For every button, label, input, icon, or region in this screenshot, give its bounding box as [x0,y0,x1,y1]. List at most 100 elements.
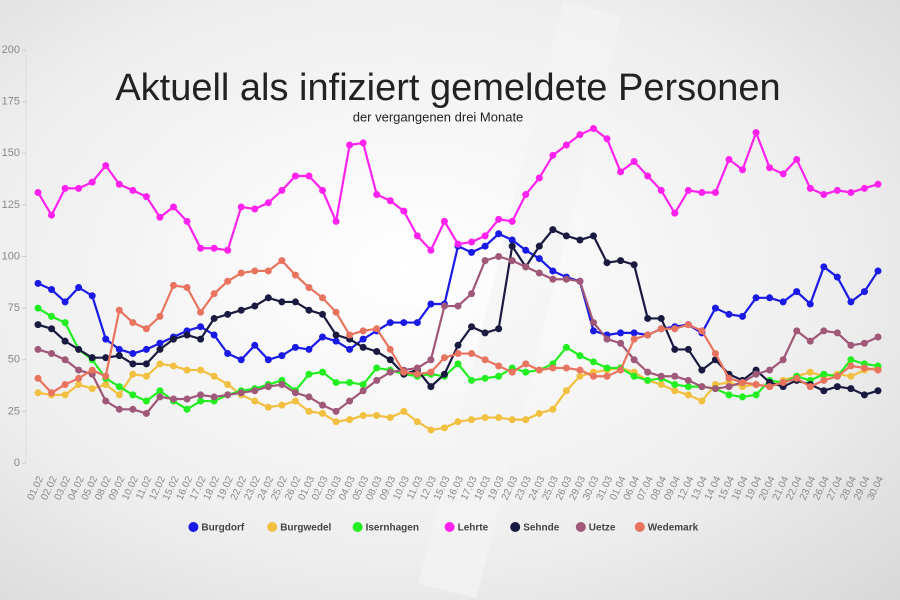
data-point [427,246,435,254]
data-point [413,364,421,372]
legend-marker [510,522,521,532]
data-point [589,124,597,132]
data-point [739,312,747,320]
legend-marker [575,522,586,532]
data-point [34,188,42,196]
data-point [115,180,123,188]
data-point [630,329,638,337]
data-point [603,335,611,343]
data-point [156,360,164,368]
data-point [305,172,313,180]
data-point [833,372,841,380]
data-point [481,329,489,337]
data-point [725,383,733,391]
data-point [264,383,272,391]
data-point [806,300,814,308]
legend-label: Wedemark [648,523,699,534]
data-point [468,416,476,424]
data-point [698,383,706,391]
data-point [264,267,272,275]
data-point [305,345,313,353]
data-point [129,391,137,399]
data-point [400,207,408,215]
data-point [711,304,719,312]
data-point [481,242,489,250]
data-point [725,374,733,382]
data-point [698,188,706,196]
data-point [603,259,611,267]
data-point [481,356,489,364]
data-point [400,407,408,415]
data-point [210,314,218,322]
data-point [847,372,855,380]
data-point [319,409,327,417]
data-point [386,345,394,353]
data-point [684,391,692,399]
data-point [440,354,448,362]
data-point [278,401,286,409]
data-point [224,310,232,318]
data-point [156,213,164,221]
data-point [169,362,177,370]
data-point [617,329,625,337]
data-point [698,327,706,335]
data-point [115,405,123,413]
data-point [251,267,259,275]
data-point [657,381,665,389]
data-point [644,172,652,180]
chart-subtitle: der vergangenen drei Monate [353,109,524,124]
data-point [793,327,801,335]
data-point [752,129,760,137]
data-point [508,368,516,376]
data-point [725,391,733,399]
data-point [508,416,516,424]
data-point [251,302,259,310]
data-point [481,374,489,382]
data-point [373,364,381,372]
data-point [251,397,259,405]
data-point [630,158,638,166]
data-point [129,186,137,194]
data-point [684,383,692,391]
data-point [535,366,543,374]
data-point [847,341,855,349]
data-point [671,372,679,380]
data-point [210,331,218,339]
y-tick-label: 175 [2,96,20,108]
data-point [576,366,584,374]
data-point [34,304,42,312]
data-point [617,168,625,176]
data-point [779,298,787,306]
data-point [291,271,299,279]
data-point [373,325,381,333]
data-point [319,310,327,318]
data-point [589,372,597,380]
data-point [142,372,150,380]
data-point [332,308,340,316]
data-point [508,242,516,250]
data-point [197,397,205,405]
data-point [413,232,421,240]
data-point [874,333,882,341]
data-point [413,319,421,327]
data-point [725,310,733,318]
data-point [454,341,462,349]
data-point [603,135,611,143]
data-point [549,405,557,413]
data-point [61,356,69,364]
data-point [684,186,692,194]
data-point [142,409,150,417]
data-point [197,391,205,399]
data-point [535,269,543,277]
data-point [495,215,503,223]
data-point [481,232,489,240]
data-point [75,283,83,291]
data-point [630,372,638,380]
data-point [427,383,435,391]
data-point [820,387,828,395]
data-point [48,325,56,333]
data-point [278,298,286,306]
data-point [346,378,354,386]
data-point [671,345,679,353]
data-point [589,358,597,366]
